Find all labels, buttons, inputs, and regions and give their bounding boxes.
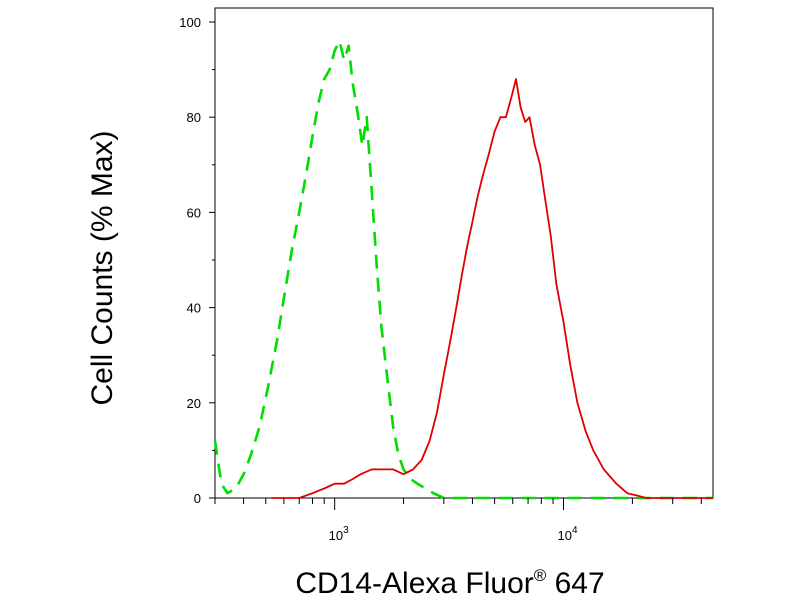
control-histogram-line <box>213 39 713 500</box>
x-tick-label: 104 <box>557 525 577 543</box>
y-axis-title: Cell Counts (% Max) <box>86 130 119 405</box>
x-axis-title-registered: ® <box>534 566 547 585</box>
y-tick-label: 60 <box>187 205 201 220</box>
x-axis-title-main: CD14-Alexa Fluor <box>295 567 533 600</box>
x-axis-title-suffix: 647 <box>546 567 604 600</box>
axis-layer: 0 20 40 60 80 100 103 104 <box>179 15 702 543</box>
y-tick-label: 80 <box>187 110 201 125</box>
x-axis-title: CD14-Alexa Fluor® 647 <box>295 566 604 600</box>
plot-frame <box>214 7 714 499</box>
y-tick-label: 40 <box>187 301 201 316</box>
plot-area <box>214 7 714 499</box>
y-tick-label: 0 <box>194 491 201 506</box>
y-tick-label: 20 <box>187 396 201 411</box>
x-tick-label: 103 <box>329 525 349 543</box>
cd14-histogram-line <box>271 78 713 499</box>
y-tick-label: 100 <box>179 15 201 30</box>
series-layer <box>213 39 713 500</box>
